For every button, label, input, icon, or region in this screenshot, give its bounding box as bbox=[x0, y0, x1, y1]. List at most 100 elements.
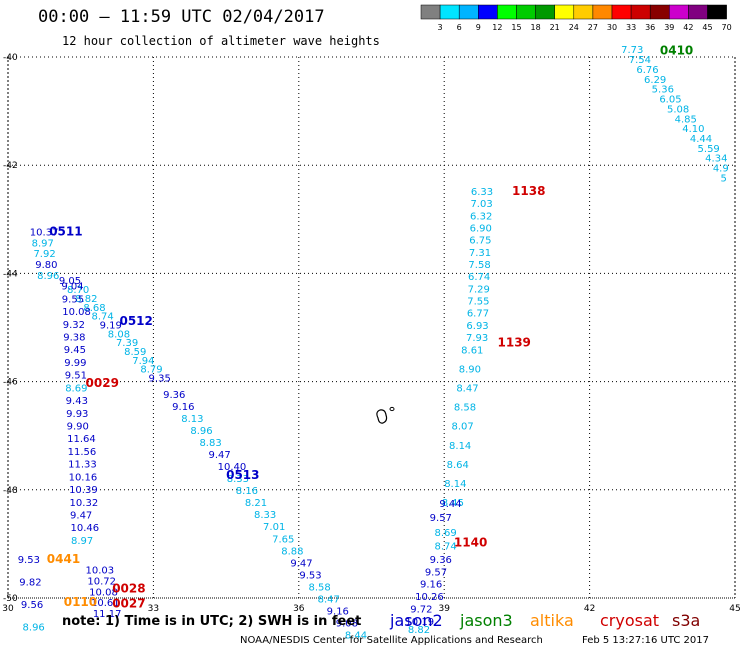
wave-height-value: 10.72 bbox=[87, 576, 116, 587]
wave-height-value: 10.19 bbox=[405, 617, 434, 628]
wave-height-value: 8.96 bbox=[190, 426, 212, 437]
wave-height-value: 8.74 bbox=[435, 541, 457, 552]
wave-height-value: 8.82 bbox=[75, 294, 97, 305]
wave-height-value: 8.47 bbox=[456, 384, 478, 395]
pass-time-label: 0410 bbox=[660, 43, 693, 57]
wave-height-value: 7.93 bbox=[466, 333, 488, 344]
wave-height-value: 9.16 bbox=[172, 402, 194, 413]
color-swatch bbox=[669, 4, 689, 20]
wave-height-value: 9.08 bbox=[336, 619, 358, 630]
wave-height-value: 10.16 bbox=[69, 472, 98, 483]
wave-height-value: 9.51 bbox=[65, 371, 87, 382]
wave-height-value: 7.54 bbox=[629, 55, 651, 66]
wave-height-value: 8.13 bbox=[181, 414, 203, 425]
axis-tick-labels: 30 33 36 39 42 45 -40 -42 -44 -46 -48 -50 bbox=[2, 53, 740, 614]
wave-height-value: 10.37 bbox=[30, 228, 59, 239]
wave-height-value: 8.07 bbox=[451, 422, 473, 433]
wave-height-value: 10.08 bbox=[62, 307, 91, 318]
wave-height-value: 5.59 bbox=[698, 144, 720, 155]
color-scale-label: 6 bbox=[457, 23, 462, 32]
wave-height-value: 10.32 bbox=[70, 498, 99, 509]
color-swatch bbox=[535, 4, 555, 20]
color-scale-label: 18 bbox=[531, 23, 541, 32]
wave-height-value: 9.16 bbox=[327, 607, 349, 618]
color-scale-label: 45 bbox=[702, 23, 712, 32]
wave-height-value: 6.33 bbox=[471, 187, 493, 198]
color-scale-label: 27 bbox=[588, 23, 598, 32]
color-swatch bbox=[439, 4, 460, 20]
wave-height-value: 10.03 bbox=[86, 566, 115, 577]
color-swatch bbox=[478, 4, 498, 20]
chart-subtitle: 12 hour collection of altimeter wave hei… bbox=[62, 34, 380, 48]
wave-height-value: 9.80 bbox=[35, 260, 57, 271]
wave-height-value: 9.53 bbox=[18, 555, 40, 566]
pass-time-label: 0027 bbox=[112, 597, 145, 611]
wave-height-value: 8.14 bbox=[449, 441, 471, 452]
pass-time-label: 1138 bbox=[512, 184, 545, 198]
wave-height-value: 8.74 bbox=[91, 312, 113, 323]
color-swatch bbox=[649, 4, 670, 20]
wave-height-value: 10.61 bbox=[91, 598, 120, 609]
color-swatch bbox=[688, 4, 708, 20]
satellite-tracks: 7.737.546.766.295.366.055.084.854.104.44… bbox=[18, 45, 729, 641]
legend-entry-s3a: s3a bbox=[672, 611, 700, 630]
wave-height-value: 7.29 bbox=[468, 284, 490, 295]
wave-height-value: 6.77 bbox=[467, 309, 489, 320]
wave-height-value: 5.36 bbox=[652, 85, 674, 96]
color-scale-label: 42 bbox=[683, 23, 693, 32]
wave-height-value: 10.39 bbox=[69, 485, 98, 496]
wave-height-value: 7.92 bbox=[33, 249, 55, 260]
wave-height-value: 9.36 bbox=[163, 390, 185, 401]
wave-height-value: 5 bbox=[720, 173, 726, 184]
wave-height-value: 7.73 bbox=[621, 45, 643, 56]
color-swatch bbox=[707, 4, 727, 20]
color-scale-label: 70 bbox=[722, 23, 732, 32]
wave-height-value: 6.32 bbox=[470, 211, 492, 222]
wave-height-value: 7.55 bbox=[467, 297, 489, 308]
color-scale-label: 12 bbox=[492, 23, 502, 32]
wave-height-value: 8.79 bbox=[140, 365, 162, 376]
color-scale-label: 39 bbox=[664, 23, 674, 32]
wave-height-value: 9.16 bbox=[420, 580, 442, 591]
x-tick-label: 45 bbox=[729, 604, 740, 614]
wave-height-value: 9.47 bbox=[70, 510, 92, 521]
wave-height-value: 9.93 bbox=[66, 409, 88, 420]
wave-height-value: 7.03 bbox=[470, 199, 492, 210]
pass-time-label: 0028 bbox=[112, 582, 145, 596]
wave-height-value: 7.31 bbox=[469, 248, 491, 259]
wave-height-value: 9.57 bbox=[430, 513, 452, 524]
satellite-legend: jason2 jason3 altika cryosat s3a bbox=[389, 611, 700, 630]
color-swatch bbox=[592, 4, 613, 20]
wave-height-value: 4.9 bbox=[713, 164, 729, 175]
wave-height-value: 8.47 bbox=[318, 594, 340, 605]
wave-height-value: 8.21 bbox=[245, 498, 267, 509]
wave-height-value: 9.82 bbox=[19, 577, 41, 588]
wave-height-value: 4.44 bbox=[690, 134, 712, 145]
wave-height-value: 9.44 bbox=[439, 499, 461, 510]
wave-height-value: 8.44 bbox=[345, 631, 367, 642]
footer-credit: NOAA/NESDIS Center for Satellite Applica… bbox=[240, 635, 543, 646]
wave-height-value: 8.58 bbox=[308, 582, 330, 593]
chart-title: 00:00 – 11:59 UTC 02/04/2017 bbox=[38, 7, 325, 27]
wave-height-value: 10.40 bbox=[218, 462, 247, 473]
color-swatch bbox=[611, 4, 632, 20]
wave-height-value: 11.64 bbox=[67, 434, 96, 445]
pass-time-label: 0441 bbox=[47, 552, 80, 566]
wave-height-value: 6.76 bbox=[636, 65, 658, 76]
pass-time-labels: 0410 1138 1139 1140 0511 0512 0513 0029 0441 0028… bbox=[47, 43, 694, 610]
wave-height-value: 9.04 bbox=[61, 282, 83, 293]
wave-height-value: 8.82 bbox=[408, 625, 430, 636]
wave-height-value: 9.45 bbox=[64, 345, 86, 356]
wave-height-value: 9.55 bbox=[62, 294, 84, 305]
wave-height-value: 7.94 bbox=[132, 356, 154, 367]
wave-height-value: 7.39 bbox=[116, 338, 138, 349]
legend-entry-jason3: jason3 bbox=[459, 611, 513, 630]
color-scale-label: 21 bbox=[550, 23, 560, 32]
wave-height-value: 8.16 bbox=[236, 486, 258, 497]
wave-height-value: 8.88 bbox=[281, 546, 303, 557]
wave-height-value: 9.56 bbox=[21, 600, 43, 611]
pass-time-label: 0110 bbox=[64, 595, 97, 609]
